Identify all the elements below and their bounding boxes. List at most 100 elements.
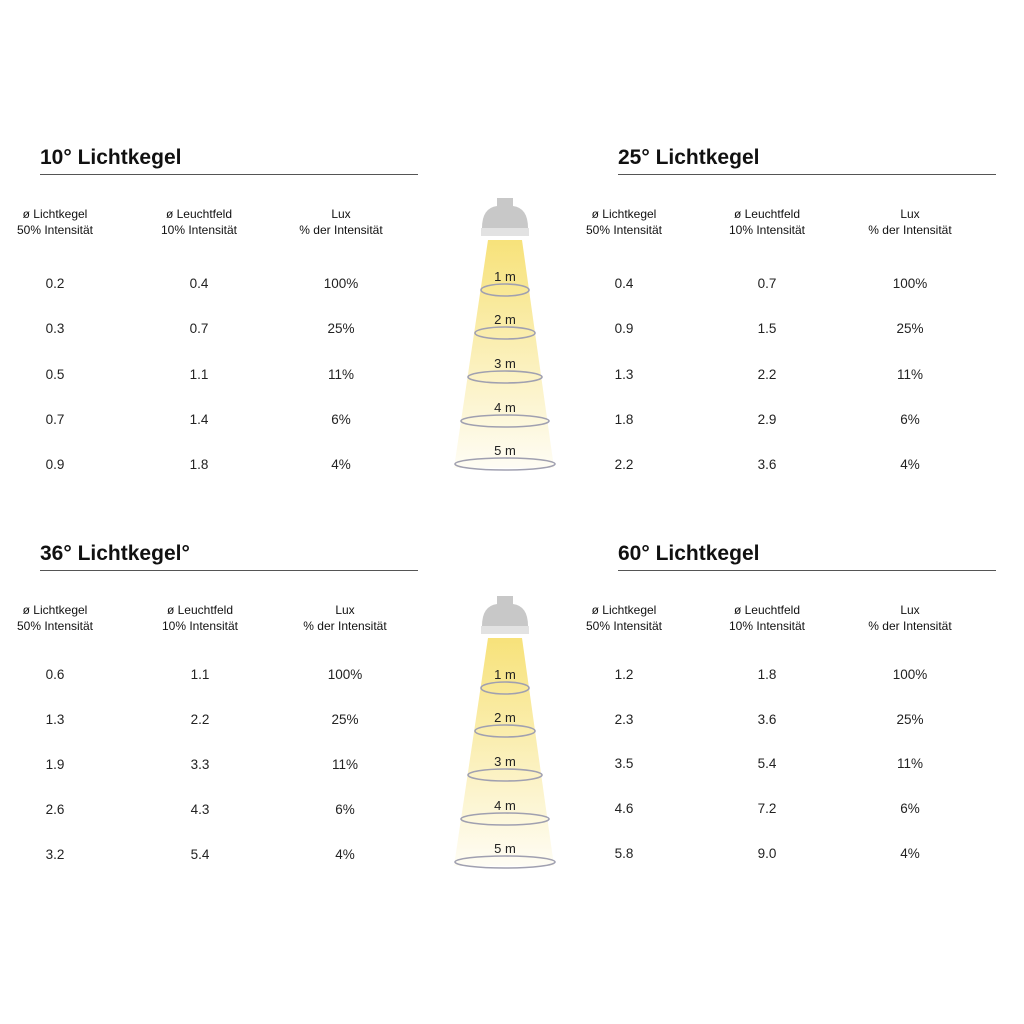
table-cell: 25% (896, 321, 924, 336)
beam-table-2: 25° Lichtkegel ø Lichtkegel 50% Intensitä… (570, 142, 996, 482)
column-header: Lux % der Intensität (840, 602, 980, 634)
header-line: % der Intensität (868, 619, 952, 633)
header-line: ø Leuchtfeld (733, 603, 801, 617)
divider (618, 570, 996, 571)
header-line: 10% Intensität (728, 619, 806, 633)
table-cell: 1.8 (614, 412, 634, 427)
table-cell: 11% (896, 367, 924, 382)
table-cell: 0.7 (757, 276, 777, 291)
table-cell: 2.6 (45, 802, 65, 817)
table-cell: 1.3 (45, 712, 65, 727)
distance-ring (474, 326, 536, 340)
table-cell: 1.8 (189, 457, 209, 472)
table-cell: 2.3 (614, 712, 634, 727)
column-header: ø Leuchtfeld 10% Intensität (130, 602, 270, 634)
table-cell: 6% (900, 412, 920, 427)
light-cone-diagram: 1 m 2 m 3 m 4 m 5 m (440, 588, 570, 878)
light-beam (454, 638, 554, 866)
table-cell: 9.0 (757, 846, 777, 861)
table-cell: 100% (892, 276, 928, 291)
header-line: ø Leuchtfeld (165, 207, 233, 221)
table-cell: 3.6 (757, 712, 777, 727)
table-cell: 0.4 (614, 276, 634, 291)
table-cell: 0.6 (45, 667, 65, 682)
table-cell: 1.5 (757, 321, 777, 336)
header-line: % der Intensität (868, 223, 952, 237)
header-line: ø Lichtkegel (22, 603, 88, 617)
section-title: 36° Lichtkegel° (40, 542, 190, 565)
table-cell: 0.7 (45, 412, 65, 427)
column-header: ø Lichtkegel 50% Intensität (554, 602, 694, 634)
table-cell: 11% (327, 367, 355, 382)
header-line: 10% Intensität (160, 223, 238, 237)
table-cell: 11% (896, 756, 924, 771)
distance-ring (460, 812, 550, 826)
table-cell: 4% (331, 457, 351, 472)
table-cell: 4.6 (614, 801, 634, 816)
distance-ring (467, 768, 543, 782)
table-cell: 4% (900, 457, 920, 472)
table-cell: 2.2 (614, 457, 634, 472)
table-cell: 4% (900, 846, 920, 861)
distance-label: 3 m (494, 356, 516, 371)
table-cell: 3.3 (190, 757, 210, 772)
column-header: ø Leuchtfeld 10% Intensität (697, 206, 837, 238)
distance-ring (467, 370, 543, 384)
lamp-rim (481, 626, 529, 634)
table-cell: 100% (892, 667, 928, 682)
column-header: ø Lichtkegel 50% Intensität (0, 206, 125, 238)
lamp-icon (482, 604, 528, 626)
header-line: 50% Intensität (585, 223, 663, 237)
table-cell: 0.5 (45, 367, 65, 382)
beam-table-4: 60° Lichtkegel ø Lichtkegel 50% Intensitä… (570, 538, 996, 878)
divider (40, 174, 418, 175)
distance-label: 2 m (494, 710, 516, 725)
table-cell: 25% (896, 712, 924, 727)
header-line: 50% Intensität (16, 619, 94, 633)
table-cell: 1.9 (45, 757, 65, 772)
table-cell: 2.2 (190, 712, 210, 727)
light-beam (454, 240, 554, 468)
header-line: 50% Intensität (16, 223, 94, 237)
light-cone-diagram: 1 m 2 m 3 m 4 m 5 m (440, 190, 570, 480)
table-cell: 3.2 (45, 847, 65, 862)
table-cell: 1.3 (614, 367, 634, 382)
table-cell: 1.1 (189, 367, 209, 382)
table-cell: 6% (331, 412, 351, 427)
lamp-rim (481, 228, 529, 236)
table-cell: 3.6 (757, 457, 777, 472)
distance-label: 3 m (494, 754, 516, 769)
header-line: % der Intensität (299, 223, 383, 237)
section-title: 25° Lichtkegel (618, 146, 760, 169)
table-cell: 1.4 (189, 412, 209, 427)
distance-ring (480, 681, 530, 695)
table-cell: 7.2 (757, 801, 777, 816)
table-cell: 25% (331, 712, 359, 727)
table-cell: 0.9 (614, 321, 634, 336)
header-line: Lux (335, 603, 355, 617)
header-line: ø Lichtkegel (591, 603, 657, 617)
table-cell: 4% (335, 847, 355, 862)
table-cell: 1.2 (614, 667, 634, 682)
distance-label: 1 m (494, 269, 516, 284)
section-title: 60° Lichtkegel (618, 542, 760, 565)
divider (618, 174, 996, 175)
distance-label: 5 m (494, 443, 516, 458)
table-cell: 1.1 (190, 667, 210, 682)
table-cell: 4.3 (190, 802, 210, 817)
column-header: ø Leuchtfeld 10% Intensität (129, 206, 269, 238)
table-cell: 6% (900, 801, 920, 816)
header-line: ø Lichtkegel (591, 207, 657, 221)
distance-ring (454, 855, 556, 869)
table-cell: 100% (323, 276, 359, 291)
distance-ring (460, 414, 550, 428)
distance-ring (480, 283, 530, 297)
table-cell: 100% (327, 667, 363, 682)
table-cell: 2.2 (757, 367, 777, 382)
table-cell: 6% (335, 802, 355, 817)
header-line: Lux (331, 207, 351, 221)
distance-label: 1 m (494, 667, 516, 682)
table-cell: 0.7 (189, 321, 209, 336)
beam-table-1: 10° Lichtkegel ø Lichtkegel 50% Intensitä… (0, 142, 420, 482)
table-cell: 11% (331, 757, 359, 772)
